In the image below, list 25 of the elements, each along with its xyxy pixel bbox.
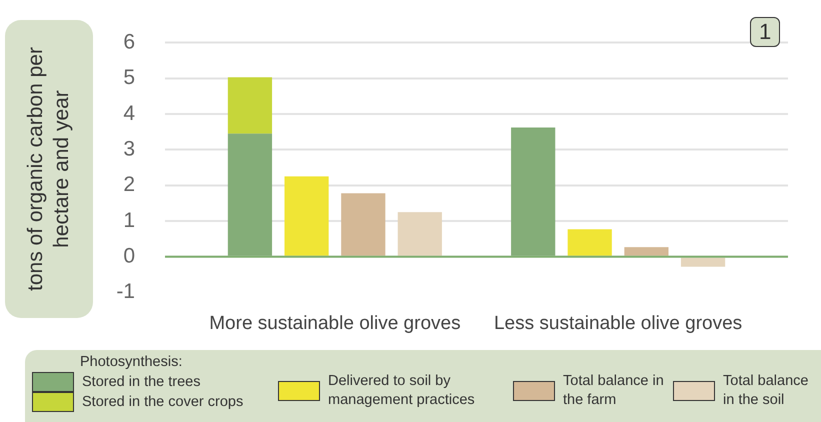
y-tick-label: 0 [123, 244, 135, 268]
legend-label: Stored in the cover crops [82, 392, 244, 412]
legend-label: Total balance in the farm [563, 372, 665, 410]
bar [680, 258, 726, 267]
legend-title: Photosynthesis: [80, 353, 182, 372]
annotation: 1 [750, 17, 780, 47]
y-tick-label: 4 [123, 102, 136, 125]
bar [398, 212, 442, 256]
bar [284, 176, 329, 256]
y-tick-label: 1 [123, 208, 135, 232]
text: More sustainable olive groves [209, 313, 461, 335]
y-tick-label: -1 [116, 280, 135, 304]
bar [624, 247, 668, 256]
text: Less sustainable olive groves [494, 313, 742, 335]
y-tick-label: 6 [123, 30, 135, 54]
y-tick-label: 2 [123, 173, 135, 196]
legend-label: Total balance in the soil [723, 372, 810, 410]
bar [568, 229, 612, 256]
legend-label: Delivered to soil by management practices [328, 372, 476, 410]
bar [228, 77, 272, 134]
y-tick-label: 3 [123, 137, 135, 160]
y-tick-label: 5 [123, 66, 135, 90]
bar [341, 193, 386, 256]
y-axis-title: tons of organic carbon per hectare and year [23, 46, 74, 293]
legend-label: Stored in the trees [82, 372, 200, 392]
